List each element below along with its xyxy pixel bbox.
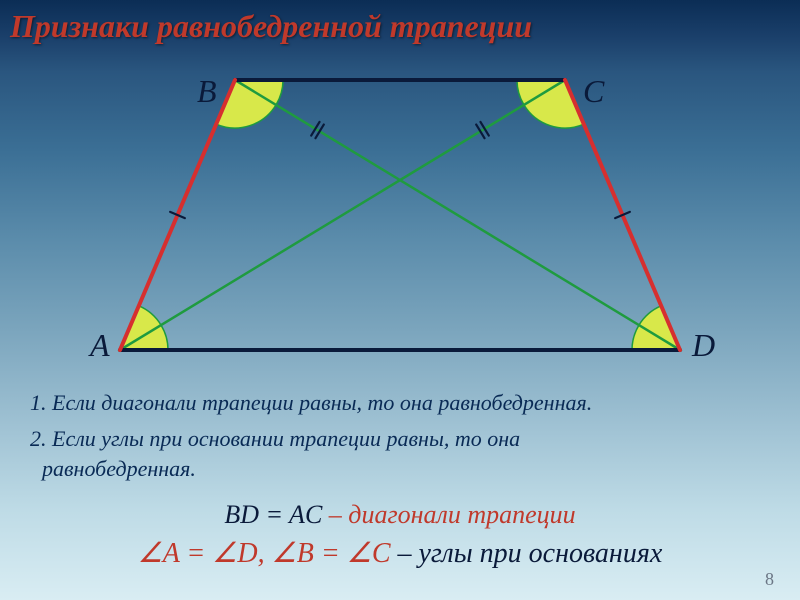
- angles-lhs: ∠A = ∠D, ∠B = ∠C: [138, 538, 391, 569]
- label-A: A: [88, 327, 110, 363]
- statements-block: 1. Если диагонали трапеции равны, то она…: [30, 390, 770, 482]
- slide-title: Признаки равнобедренной трапеции: [10, 8, 532, 45]
- label-B: B: [197, 73, 217, 109]
- title-bar: Признаки равнобедренной трапеции: [10, 4, 790, 48]
- label-D: D: [691, 327, 715, 363]
- label-C: C: [583, 73, 605, 109]
- diagonals-equation: BD = AC – диагонали трапеции: [0, 500, 800, 530]
- diag-lhs: BD = AC: [224, 500, 322, 529]
- page-number: 8: [765, 569, 774, 590]
- statement-1: 1. Если диагонали трапеции равны, то она…: [30, 390, 770, 416]
- trapezoid-figure: B C A D: [0, 50, 800, 380]
- slide-stage: Признаки равнобедренной трапеции B C A D 1.…: [0, 0, 800, 600]
- diagonal-BD: [235, 80, 680, 350]
- diag-rhs: – диагонали трапеции: [322, 500, 575, 529]
- statement-2-line2: равнобедренная.: [30, 456, 770, 482]
- statement-2-line1: 2. Если углы при основании трапеции равн…: [30, 426, 770, 452]
- angles-rhs: – углы при основаниях: [391, 538, 663, 569]
- diagonal-AC: [120, 80, 565, 350]
- angles-equation: ∠A = ∠D, ∠B = ∠C – углы при основаниях: [0, 536, 800, 570]
